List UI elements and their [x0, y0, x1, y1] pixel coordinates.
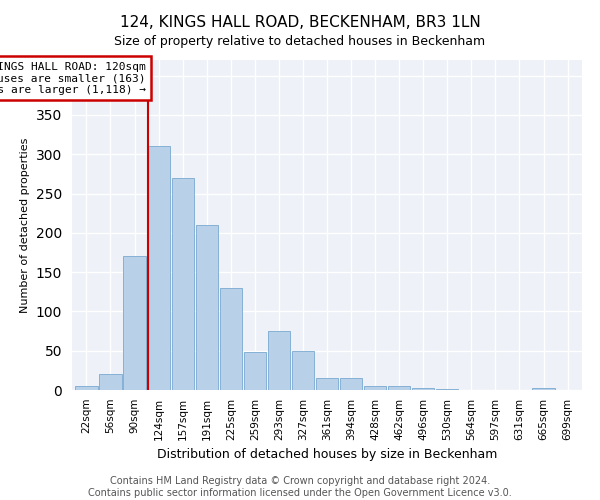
Bar: [388, 386, 410, 390]
Bar: [268, 331, 290, 390]
Text: 124, KINGS HALL ROAD, BECKENHAM, BR3 1LN: 124, KINGS HALL ROAD, BECKENHAM, BR3 1LN: [119, 15, 481, 30]
X-axis label: Distribution of detached houses by size in Beckenham: Distribution of detached houses by size …: [157, 448, 497, 461]
Bar: [196, 225, 218, 390]
Bar: [364, 386, 386, 390]
Bar: [532, 388, 554, 390]
Bar: [316, 378, 338, 390]
Bar: [436, 389, 458, 390]
Bar: [148, 146, 170, 390]
Text: Size of property relative to detached houses in Beckenham: Size of property relative to detached ho…: [115, 35, 485, 48]
Y-axis label: Number of detached properties: Number of detached properties: [20, 138, 31, 312]
Bar: [292, 350, 314, 390]
Bar: [100, 374, 122, 390]
Text: Contains HM Land Registry data © Crown copyright and database right 2024.
Contai: Contains HM Land Registry data © Crown c…: [88, 476, 512, 498]
Bar: [124, 256, 146, 390]
Text: 124 KINGS HALL ROAD: 120sqm
← 13% of detached houses are smaller (163)
87% of se: 124 KINGS HALL ROAD: 120sqm ← 13% of det…: [0, 62, 146, 95]
Bar: [76, 386, 98, 390]
Bar: [340, 378, 362, 390]
Bar: [220, 288, 242, 390]
Bar: [244, 352, 266, 390]
Bar: [172, 178, 194, 390]
Bar: [412, 388, 434, 390]
